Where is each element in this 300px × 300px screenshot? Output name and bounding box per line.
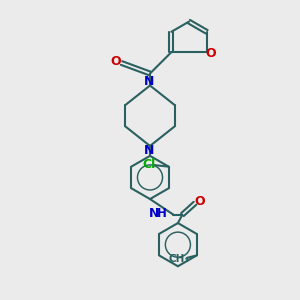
Text: Cl: Cl: [142, 158, 155, 171]
Text: O: O: [194, 195, 205, 208]
Text: N: N: [144, 75, 154, 88]
Text: N: N: [144, 144, 154, 157]
Text: O: O: [111, 55, 122, 68]
Text: N: N: [149, 207, 160, 220]
Text: H: H: [157, 207, 166, 220]
Text: CH₃: CH₃: [169, 254, 190, 264]
Text: O: O: [206, 47, 217, 60]
